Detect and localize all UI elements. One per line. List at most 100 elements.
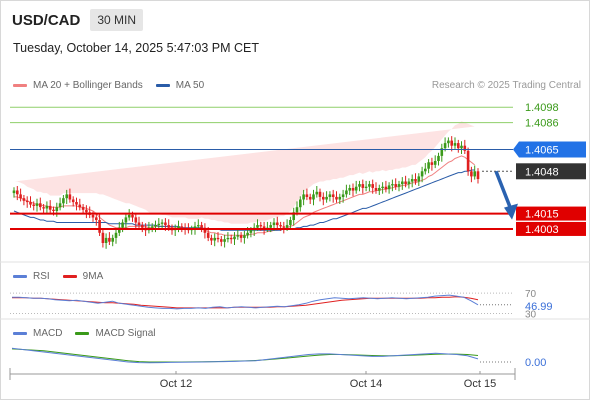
- candle-body: [243, 235, 246, 238]
- candle-body: [262, 226, 266, 229]
- target-tag: [516, 221, 586, 236]
- candle-body: [55, 207, 59, 211]
- candle-body: [200, 225, 203, 228]
- candle-body: [249, 230, 253, 233]
- candle-body: [420, 171, 424, 177]
- candle-body: [312, 194, 315, 200]
- x-axis: Oct 12 Oct 14 Oct 15: [160, 371, 496, 390]
- candle-body: [71, 199, 75, 203]
- candle-body: [42, 207, 45, 209]
- rsi-legend-label: RSI: [33, 271, 50, 282]
- candle-body: [25, 200, 29, 203]
- candle-body: [91, 214, 95, 218]
- candle-body: [137, 222, 141, 226]
- candle-body: [75, 202, 78, 205]
- candle-body: [180, 226, 184, 228]
- candle-body: [95, 217, 98, 220]
- candle-body: [118, 227, 121, 233]
- candle-body: [32, 204, 35, 206]
- ma50-legend-label: MA 50: [175, 80, 205, 91]
- candle-body: [443, 143, 447, 149]
- macd-panel: 0.00: [11, 347, 546, 369]
- candle-body: [295, 207, 299, 213]
- candle-body: [12, 190, 16, 194]
- candle-body: [213, 237, 216, 241]
- main-legend: MA 20 + Bollinger Bands MA 50: [13, 80, 204, 91]
- rsi-line: [12, 294, 479, 310]
- candle-body: [164, 222, 167, 226]
- candle-body: [305, 194, 309, 197]
- candle-body: [85, 209, 88, 213]
- candle-body: [453, 143, 457, 146]
- candle-body: [331, 194, 335, 197]
- candle-body: [210, 237, 213, 241]
- candle-body: [35, 203, 39, 206]
- candle-body: [259, 225, 263, 227]
- candle-body: [223, 239, 226, 242]
- candle-body: [220, 239, 223, 242]
- candle-body: [351, 188, 355, 191]
- candle-body: [463, 145, 467, 151]
- x-tick-label: Oct 14: [350, 378, 382, 390]
- candle-body: [378, 188, 381, 191]
- candle-body: [397, 184, 401, 187]
- candle-body: [272, 222, 276, 226]
- candle-body: [193, 226, 197, 229]
- candle-body: [364, 186, 368, 188]
- candle-body: [410, 179, 414, 182]
- candle-body: [108, 237, 111, 242]
- macd-legend: MACD MACD Signal: [13, 328, 155, 339]
- candle-body: [318, 191, 322, 197]
- rsi-ma9-legend-label: 9MA: [82, 271, 104, 282]
- candle-body: [157, 223, 161, 226]
- candle-body: [134, 217, 138, 223]
- candle-body: [371, 184, 374, 188]
- candle-body: [39, 203, 42, 208]
- candle-body: [354, 186, 358, 191]
- x-tick-label: Oct 12: [160, 378, 192, 390]
- candle-body: [29, 202, 32, 205]
- candle-body: [440, 148, 444, 156]
- candle-body: [335, 196, 338, 200]
- target-tag: [516, 206, 586, 221]
- candle-body: [299, 199, 302, 208]
- credit-label: Research © 2025 Trading Central: [431, 80, 581, 91]
- candle-body: [308, 196, 312, 200]
- candle-body: [450, 140, 453, 146]
- candle-body: [160, 222, 164, 224]
- candle-body: [417, 176, 421, 182]
- macd-zero-label: 0.00: [525, 357, 546, 369]
- forecast-arrow-shaft: [494, 170, 513, 211]
- candle-body: [401, 181, 404, 185]
- candle-body: [285, 225, 289, 228]
- price-panel: 1.4098 1.4086 1.4065 1.4048 1.4015 1.4003: [10, 102, 586, 249]
- candle-body: [19, 194, 22, 199]
- last-price-tag: [516, 163, 586, 180]
- candle-body: [328, 194, 332, 197]
- candle-body: [466, 150, 470, 172]
- pivot-label: 1.4065: [525, 145, 559, 157]
- candle-body: [48, 205, 52, 210]
- ma50-line: [13, 169, 475, 231]
- candle-body: [368, 184, 371, 187]
- candle-body: [62, 198, 65, 204]
- rsi-current-value: 46.99: [525, 301, 553, 313]
- candle-body: [348, 188, 351, 191]
- candle-body: [78, 204, 82, 208]
- timeframe-badge[interactable]: 30 MIN: [90, 9, 144, 31]
- candle-body: [391, 184, 394, 186]
- candle-body: [45, 205, 49, 209]
- candle-body: [216, 237, 220, 240]
- candle-body: [341, 194, 345, 197]
- candle-body: [52, 209, 55, 211]
- candle-body: [206, 232, 210, 238]
- resistance-label: 1.4098: [525, 102, 559, 114]
- candle-body: [197, 225, 200, 227]
- candle-body: [457, 143, 460, 149]
- ma20-swatch: [13, 84, 27, 87]
- candle-body: [239, 235, 243, 238]
- target-label: 1.4003: [525, 224, 559, 236]
- candle-body: [433, 161, 437, 165]
- pivot-tag: [513, 141, 586, 158]
